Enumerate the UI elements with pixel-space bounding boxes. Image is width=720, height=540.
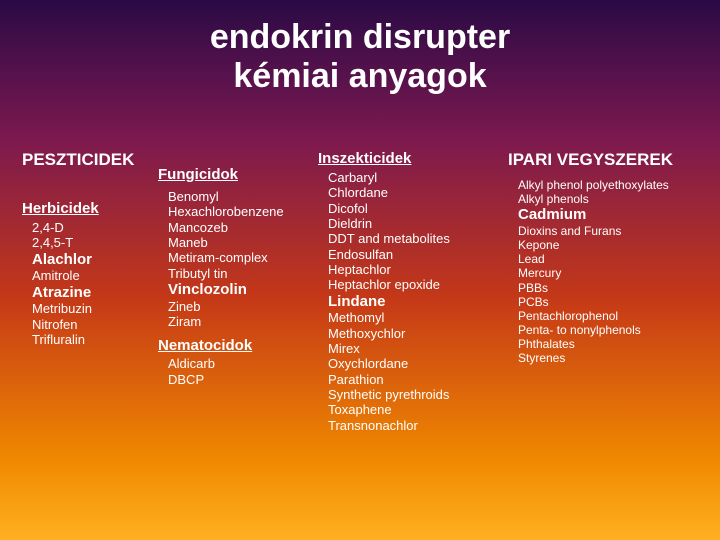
- list-item: Lindane: [328, 293, 498, 311]
- list-item: PCBs: [518, 295, 708, 309]
- list-item: Benomyl: [168, 189, 328, 204]
- list-item: Heptachlor: [328, 262, 498, 277]
- list-item: Alkyl phenol polyethoxylates: [518, 178, 708, 192]
- list-item: Alachlor: [32, 251, 172, 269]
- list-item: Lead: [518, 252, 708, 266]
- list-item: Methoxychlor: [328, 326, 498, 341]
- herbicides-list: 2,4-D2,4,5-TAlachlorAmitroleAtrazineMetr…: [22, 220, 172, 347]
- column-pesticides: PESZTICIDEK Herbicidek 2,4-D2,4,5-TAlach…: [22, 150, 172, 347]
- list-item: Mancozeb: [168, 220, 328, 235]
- list-item: Styrenes: [518, 351, 708, 365]
- list-item: Penta- to nonylphenols: [518, 323, 708, 337]
- list-item: Transnonachlor: [328, 418, 498, 433]
- list-item: Carbaryl: [328, 170, 498, 185]
- list-item: Nitrofen: [32, 317, 172, 332]
- insecticides-header: Inszekticidek: [318, 150, 498, 167]
- list-item: DBCP: [168, 372, 328, 387]
- title-line-1: endokrin disrupter: [0, 18, 720, 57]
- list-item: Kepone: [518, 238, 708, 252]
- list-item: Methomyl: [328, 310, 498, 325]
- slide-title: endokrin disrupter kémiai anyagok: [0, 0, 720, 96]
- fungicides-header: Fungicidok: [158, 166, 328, 183]
- column-insecticides: Inszekticidek CarbarylChlordaneDicofolDi…: [318, 150, 498, 433]
- list-item: DDT and metabolites: [328, 231, 498, 246]
- list-item: Trifluralin: [32, 332, 172, 347]
- list-item: Dicofol: [328, 201, 498, 216]
- list-item: Maneb: [168, 235, 328, 250]
- list-item: Pentachlorophenol: [518, 309, 708, 323]
- list-item: Cadmium: [518, 206, 708, 224]
- list-item: Chlordane: [328, 185, 498, 200]
- list-item: Dioxins and Furans: [518, 224, 708, 238]
- list-item: Atrazine: [32, 284, 172, 302]
- list-item: Mercury: [518, 266, 708, 280]
- list-item: Metiram-complex: [168, 250, 328, 265]
- list-item: Amitrole: [32, 268, 172, 283]
- title-line-2: kémiai anyagok: [0, 57, 720, 96]
- fungicides-list: BenomylHexachlorobenzeneMancozebManebMet…: [158, 189, 328, 329]
- list-item: PBBs: [518, 281, 708, 295]
- list-item: Ziram: [168, 314, 328, 329]
- herbicides-header: Herbicidek: [22, 200, 172, 217]
- column-fungicides: Fungicidok BenomylHexachlorobenzeneManco…: [158, 150, 328, 387]
- list-item: Zineb: [168, 299, 328, 314]
- nematocides-list: AldicarbDBCP: [158, 356, 328, 387]
- list-item: Aldicarb: [168, 356, 328, 371]
- list-item: Heptachlor epoxide: [328, 277, 498, 292]
- insecticides-list: CarbarylChlordaneDicofolDieldrinDDT and …: [318, 170, 498, 433]
- list-item: 2,4,5-T: [32, 235, 172, 250]
- list-item: Vinclozolin: [168, 281, 328, 299]
- list-item: Dieldrin: [328, 216, 498, 231]
- list-item: Metribuzin: [32, 301, 172, 316]
- list-item: Endosulfan: [328, 247, 498, 262]
- pesticides-header: PESZTICIDEK: [22, 150, 172, 170]
- industrial-header: IPARI VEGYSZEREK: [508, 150, 708, 170]
- list-item: Toxaphene: [328, 402, 498, 417]
- list-item: Alkyl phenols: [518, 192, 708, 206]
- list-item: Parathion: [328, 372, 498, 387]
- list-item: Synthetic pyrethroids: [328, 387, 498, 402]
- nematocides-header: Nematocidok: [158, 337, 328, 354]
- list-item: Tributyl tin: [168, 266, 328, 281]
- list-item: Oxychlordane: [328, 356, 498, 371]
- list-item: Mirex: [328, 341, 498, 356]
- list-item: Phthalates: [518, 337, 708, 351]
- column-industrial: IPARI VEGYSZEREK Alkyl phenol polyethoxy…: [508, 150, 708, 366]
- list-item: Hexachlorobenzene: [168, 204, 328, 219]
- list-item: 2,4-D: [32, 220, 172, 235]
- industrial-list: Alkyl phenol polyethoxylatesAlkyl phenol…: [508, 178, 708, 366]
